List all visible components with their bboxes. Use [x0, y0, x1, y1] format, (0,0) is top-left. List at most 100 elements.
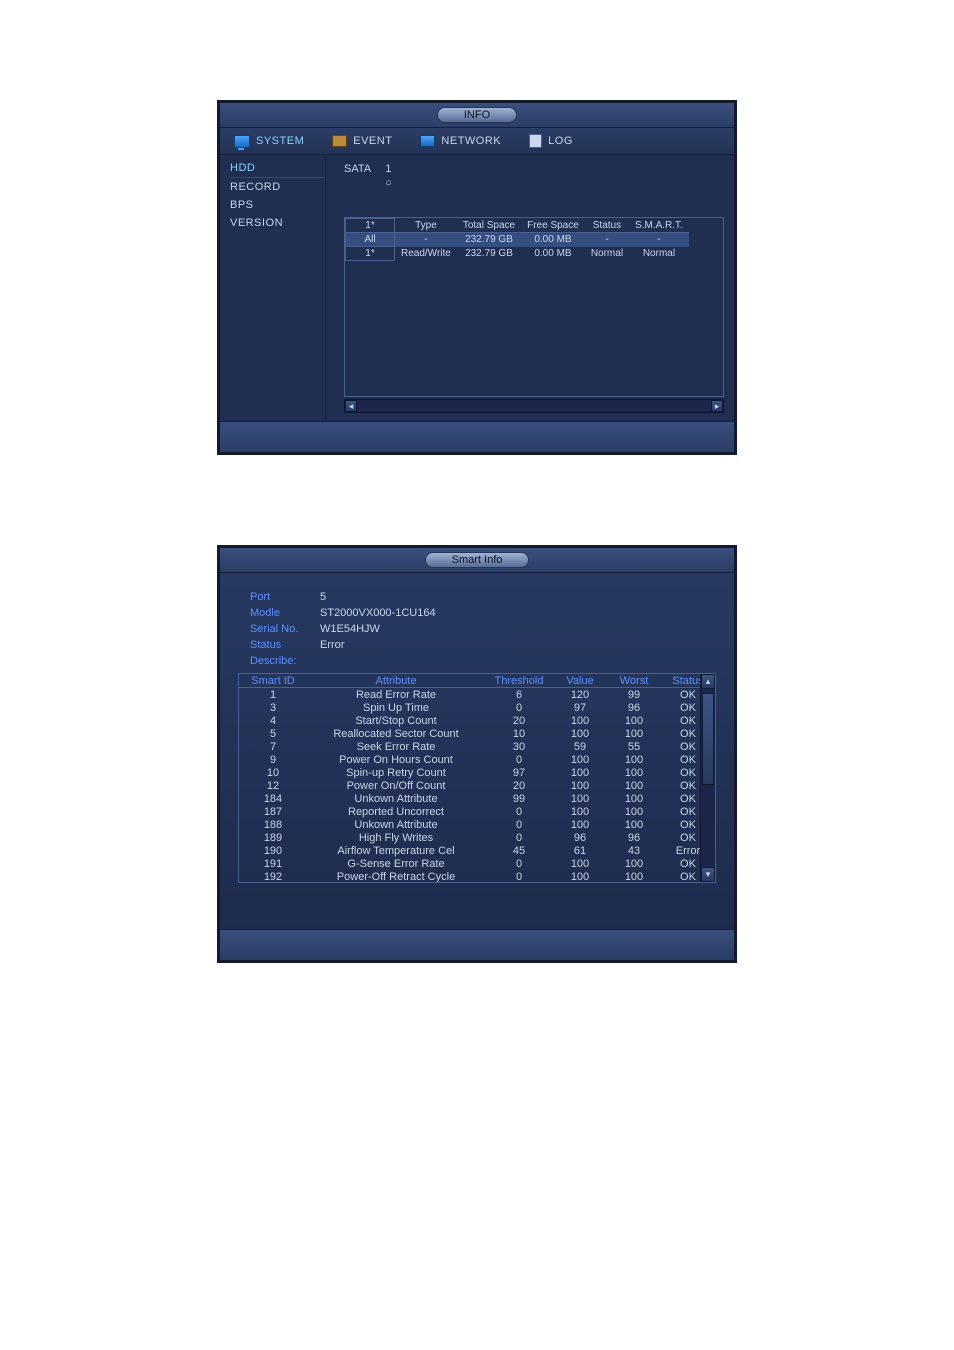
col-worst: Worst: [607, 674, 661, 688]
cell: 5: [239, 727, 307, 740]
tab-label: EVENT: [353, 135, 392, 147]
tab-log[interactable]: LOG: [515, 128, 587, 154]
tab-network[interactable]: NETWORK: [406, 128, 515, 154]
sidebar-item-bps[interactable]: BPS: [230, 196, 325, 214]
field-value-model: ST2000VX000-1CU164: [320, 607, 436, 619]
table-row[interactable]: All - 232.79 GB 0.00 MB - -: [346, 233, 689, 247]
cell: Read Error Rate: [307, 688, 485, 702]
field-label-model: Modle: [250, 607, 320, 619]
cell: High Fly Writes: [307, 831, 485, 844]
scroll-up-icon[interactable]: ▴: [701, 674, 715, 689]
field-row: Modle ST2000VX000-1CU164: [250, 605, 716, 621]
cell: 61: [553, 844, 607, 857]
sidebar-item-hdd[interactable]: HDD: [230, 159, 325, 178]
cell: Unkown Attribute: [307, 792, 485, 805]
scroll-track[interactable]: [357, 400, 711, 412]
cell: 0.00 MB: [521, 247, 585, 261]
cell: 0: [485, 805, 553, 818]
smart-info-window: Smart Info Port 5 Modle ST2000VX000-1CU1…: [217, 545, 737, 963]
cell: 190: [239, 844, 307, 857]
field-row: Serial No. W1E54HJW: [250, 621, 716, 637]
hdd-col-smart: S.M.A.R.T.: [629, 219, 689, 233]
table-row[interactable]: 3Spin Up Time09796OK: [239, 701, 715, 714]
sidebar-item-version[interactable]: VERSION: [230, 214, 325, 232]
cell: 6: [485, 688, 553, 702]
tab-event[interactable]: EVENT: [318, 128, 406, 154]
col-smart-id: Smart ID: [239, 674, 307, 688]
hdd-col-totalspace: Total Space: [457, 219, 521, 233]
sata-row: SATA 1 ○: [344, 163, 724, 189]
table-row[interactable]: 1* Read/Write 232.79 GB 0.00 MB Normal N…: [346, 247, 689, 261]
cell: 20: [485, 714, 553, 727]
cell: 188: [239, 818, 307, 831]
sidebar: HDD RECORD BPS VERSION: [220, 155, 326, 421]
scroll-down-icon[interactable]: ▾: [701, 867, 715, 882]
cell: 100: [553, 870, 607, 883]
cell: 100: [607, 727, 661, 740]
titlebar: INFO: [220, 103, 734, 128]
smart-fields: Port 5 Modle ST2000VX000-1CU164 Serial N…: [220, 573, 734, 673]
hdd-col-freespace: Free Space: [521, 219, 585, 233]
table-row[interactable]: 187Reported Uncorrect0100100OK: [239, 805, 715, 818]
table-row[interactable]: 190Airflow Temperature Cel456143Error: [239, 844, 715, 857]
cell: Power-Off Retract Cycle: [307, 870, 485, 883]
cell: 43: [607, 844, 661, 857]
cell: Seek Error Rate: [307, 740, 485, 753]
cell: Read/Write: [395, 247, 457, 261]
cell: 100: [607, 714, 661, 727]
cell: Power On Hours Count: [307, 753, 485, 766]
tab-label: NETWORK: [441, 135, 501, 147]
cell: 97: [485, 766, 553, 779]
cell: 59: [553, 740, 607, 753]
table-row[interactable]: 12Power On/Off Count20100100OK: [239, 779, 715, 792]
cell: 100: [553, 727, 607, 740]
cell: 100: [553, 753, 607, 766]
cell: 96: [607, 831, 661, 844]
bottombar: [220, 929, 734, 960]
cell: Airflow Temperature Cel: [307, 844, 485, 857]
sidebar-item-record[interactable]: RECORD: [230, 178, 325, 196]
cell: 96: [607, 701, 661, 714]
cell: 192: [239, 870, 307, 883]
scroll-right-icon[interactable]: ▸: [711, 400, 723, 412]
table-row[interactable]: 1Read Error Rate612099OK: [239, 688, 715, 702]
cell: 96: [553, 831, 607, 844]
cell: G-Sense Error Rate: [307, 857, 485, 870]
table-row[interactable]: 7Seek Error Rate305955OK: [239, 740, 715, 753]
titlebar: Smart Info: [220, 548, 734, 573]
scroll-left-icon[interactable]: ◂: [345, 400, 357, 412]
cell: 189: [239, 831, 307, 844]
field-row: Describe:: [250, 653, 716, 669]
cell: 100: [607, 779, 661, 792]
cell: 3: [239, 701, 307, 714]
table-row[interactable]: 192Power-Off Retract Cycle0100100OK: [239, 870, 715, 883]
table-row[interactable]: 5Reallocated Sector Count10100100OK: [239, 727, 715, 740]
table-row[interactable]: 189High Fly Writes09696OK: [239, 831, 715, 844]
table-row[interactable]: 184Unkown Attribute99100100OK: [239, 792, 715, 805]
cell: Power On/Off Count: [307, 779, 485, 792]
scroll-thumb[interactable]: [702, 693, 714, 785]
table-row[interactable]: 9Power On Hours Count0100100OK: [239, 753, 715, 766]
table-row[interactable]: 10Spin-up Retry Count97100100OK: [239, 766, 715, 779]
table-row[interactable]: 4Start/Stop Count20100100OK: [239, 714, 715, 727]
scroll-track[interactable]: [701, 689, 715, 867]
hscrollbar[interactable]: ◂ ▸: [344, 399, 724, 413]
cell: 10: [485, 727, 553, 740]
table-row[interactable]: 191G-Sense Error Rate0100100OK: [239, 857, 715, 870]
tab-label: LOG: [548, 135, 573, 147]
cell: 100: [553, 805, 607, 818]
cell: Start/Stop Count: [307, 714, 485, 727]
cell: -: [629, 233, 689, 247]
cell: 100: [553, 766, 607, 779]
tab-system[interactable]: SYSTEM: [220, 128, 318, 154]
cell: 100: [553, 857, 607, 870]
cell: 120: [553, 688, 607, 702]
field-label-describe: Describe:: [250, 655, 320, 667]
vscrollbar[interactable]: ▴ ▾: [700, 674, 715, 882]
table-row[interactable]: 188Unkown Attribute0100100OK: [239, 818, 715, 831]
field-value-port: 5: [320, 591, 326, 603]
cell: 20: [485, 779, 553, 792]
cell: Reported Uncorrect: [307, 805, 485, 818]
hdd-col-type: Type: [395, 219, 457, 233]
col-value: Value: [553, 674, 607, 688]
